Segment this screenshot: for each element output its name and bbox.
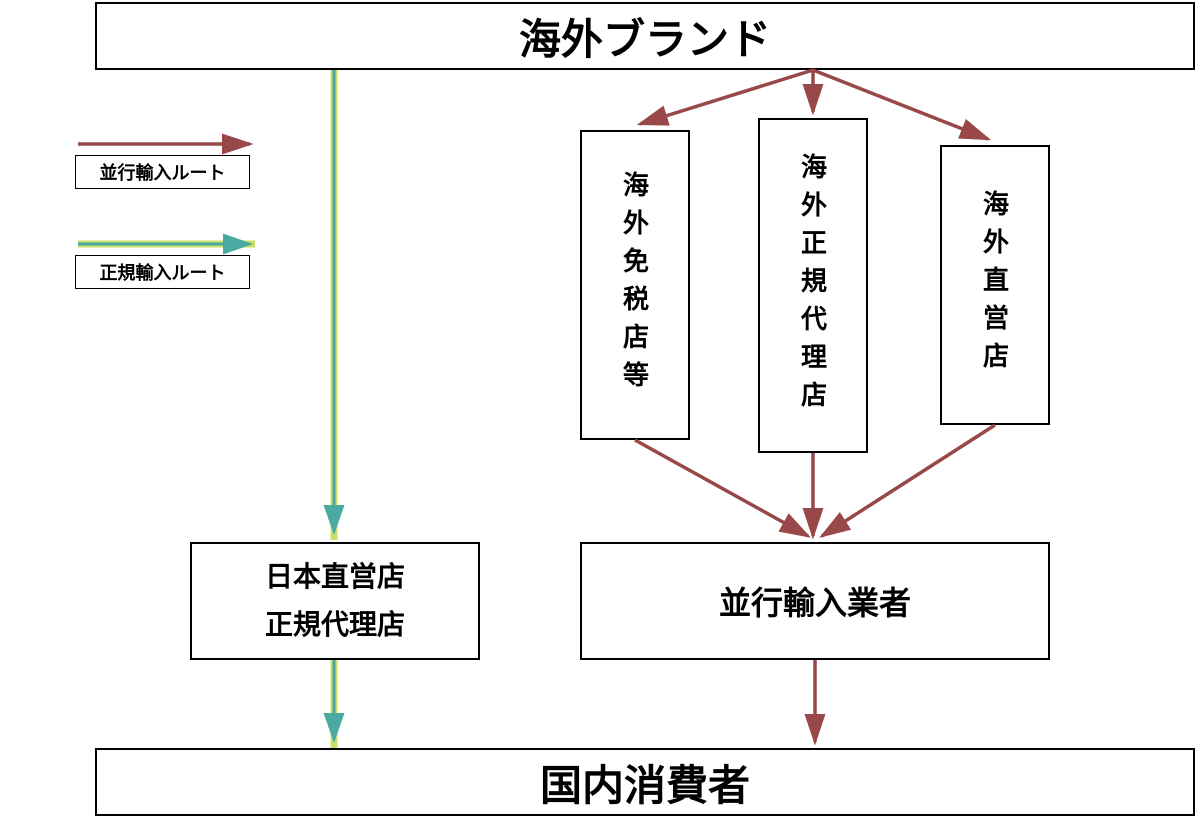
node-label-multiline: 日本直営店 正規代理店 (265, 553, 405, 648)
node-label: 海外直営店 (977, 190, 1014, 380)
edge-top-to-dutyfree (640, 70, 813, 124)
node-label: 海外免税店等 (617, 171, 654, 399)
legend-parallel-route: 並行輸入ルート (75, 155, 250, 189)
node-overseas-direct: 海外直営店 (940, 145, 1050, 425)
node-overseas-agent: 海外正規代理店 (758, 118, 868, 453)
node-consumer: 国内消費者 (95, 748, 1195, 816)
legend-official-route: 正規輸入ルート (75, 255, 250, 289)
node-parallel-importer: 並行輸入業者 (580, 542, 1050, 660)
legend-label: 並行輸入ルート (100, 159, 226, 185)
node-label: 並行輸入業者 (719, 578, 911, 624)
node-overseas-brand: 海外ブランド (95, 2, 1195, 70)
node-overseas-dutyfree: 海外免税店等 (580, 130, 690, 440)
node-label: 海外ブランド (519, 6, 771, 67)
node-japan-store: 日本直営店 正規代理店 (190, 542, 480, 660)
node-label: 海外正規代理店 (795, 153, 832, 419)
legend-label: 正規輸入ルート (100, 259, 226, 285)
node-label: 国内消費者 (540, 752, 750, 813)
edge-dutyfree-to-importer (635, 440, 808, 536)
